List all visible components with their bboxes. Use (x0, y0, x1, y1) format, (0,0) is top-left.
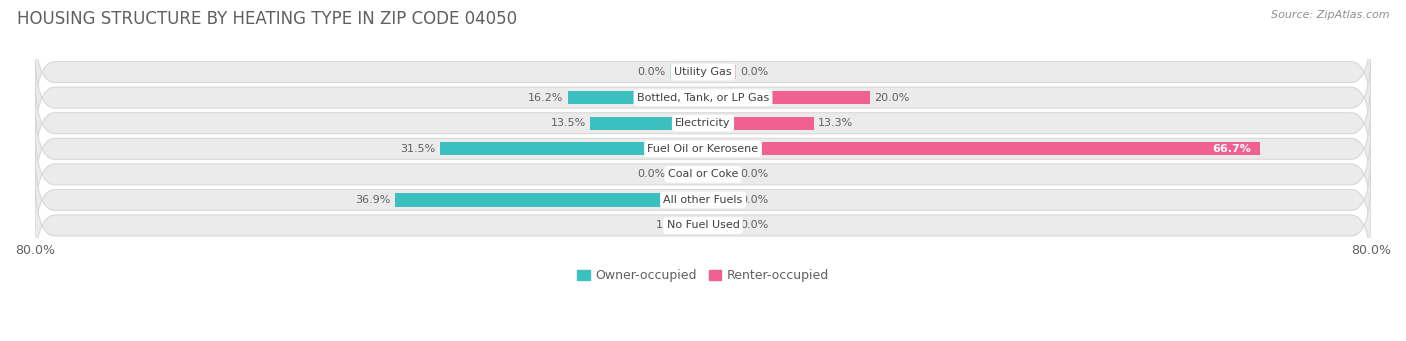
Text: HOUSING STRUCTURE BY HEATING TYPE IN ZIP CODE 04050: HOUSING STRUCTURE BY HEATING TYPE IN ZIP… (17, 10, 517, 28)
Text: Source: ZipAtlas.com: Source: ZipAtlas.com (1271, 10, 1389, 20)
FancyBboxPatch shape (35, 21, 1371, 123)
Text: 1.8%: 1.8% (655, 221, 683, 231)
Text: Bottled, Tank, or LP Gas: Bottled, Tank, or LP Gas (637, 93, 769, 103)
Text: 13.5%: 13.5% (551, 118, 586, 128)
Text: 0.0%: 0.0% (637, 169, 665, 179)
FancyBboxPatch shape (35, 98, 1371, 200)
Text: 20.0%: 20.0% (875, 93, 910, 103)
Text: 0.0%: 0.0% (637, 67, 665, 77)
Text: 0.0%: 0.0% (741, 169, 769, 179)
Text: 0.0%: 0.0% (741, 67, 769, 77)
Bar (669, 168, 703, 181)
Bar (703, 193, 737, 207)
FancyBboxPatch shape (35, 47, 1371, 149)
Text: Electricity: Electricity (675, 118, 731, 128)
Text: All other Fuels: All other Fuels (664, 195, 742, 205)
Bar (703, 91, 870, 104)
FancyBboxPatch shape (35, 175, 1371, 276)
Text: 0.0%: 0.0% (741, 195, 769, 205)
Bar (703, 142, 1260, 155)
Text: 31.5%: 31.5% (401, 144, 436, 154)
Bar (395, 193, 703, 207)
Text: 36.9%: 36.9% (356, 195, 391, 205)
Bar (703, 117, 814, 130)
Bar (669, 65, 703, 79)
Text: Fuel Oil or Kerosene: Fuel Oil or Kerosene (647, 144, 759, 154)
Legend: Owner-occupied, Renter-occupied: Owner-occupied, Renter-occupied (578, 269, 828, 282)
Text: 16.2%: 16.2% (529, 93, 564, 103)
FancyBboxPatch shape (35, 149, 1371, 251)
Text: Utility Gas: Utility Gas (675, 67, 731, 77)
Text: 66.7%: 66.7% (1213, 144, 1251, 154)
Text: Coal or Coke: Coal or Coke (668, 169, 738, 179)
Bar (440, 142, 703, 155)
Bar (568, 91, 703, 104)
Bar (688, 219, 703, 232)
Bar (703, 168, 737, 181)
Text: 13.3%: 13.3% (818, 118, 853, 128)
FancyBboxPatch shape (35, 72, 1371, 174)
Bar (591, 117, 703, 130)
Text: No Fuel Used: No Fuel Used (666, 221, 740, 231)
FancyBboxPatch shape (35, 123, 1371, 225)
Bar (703, 65, 737, 79)
Text: 0.0%: 0.0% (741, 221, 769, 231)
Bar (703, 219, 737, 232)
